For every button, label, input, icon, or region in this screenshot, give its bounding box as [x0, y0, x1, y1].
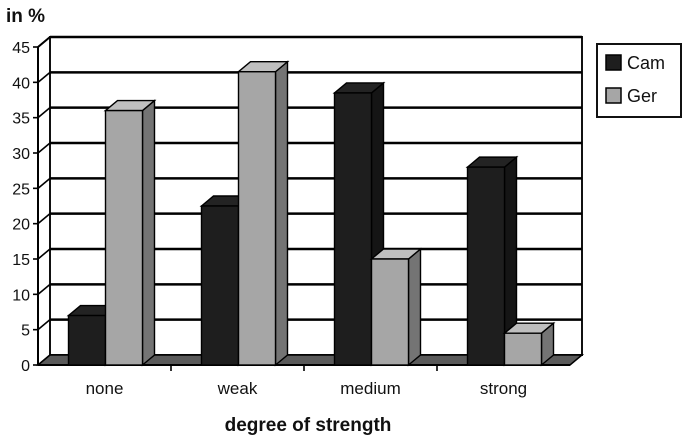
bar-front	[67, 314, 107, 366]
bar-front	[370, 258, 410, 366]
y-tick-label: 20	[12, 217, 30, 234]
bar-cam-strong	[465, 155, 519, 367]
bar-front	[237, 71, 277, 366]
y-tick-labels: 0 5 10 15 20 25 30 35 40 45	[12, 40, 30, 375]
x-category-label: strong	[480, 379, 527, 398]
bar-ger-medium	[369, 247, 423, 367]
x-axis-title: degree of strength	[225, 415, 392, 436]
y-tick-label: 5	[21, 323, 30, 340]
bar-front	[503, 332, 543, 366]
wall-gridline	[37, 283, 51, 295]
legend-label-ger: Ger	[627, 86, 657, 106]
legend-label-cam: Cam	[627, 53, 665, 73]
wall-gridline	[37, 248, 51, 260]
wall-gridline	[37, 71, 51, 83]
wall-top-edge	[37, 36, 51, 48]
y-tick-label: 35	[12, 111, 30, 128]
y-unit-label: in %	[6, 6, 45, 27]
wall-gridline	[37, 142, 51, 154]
y-tick-label: 10	[12, 287, 30, 304]
y-tick-label: 15	[12, 252, 30, 269]
bar-side	[274, 60, 289, 367]
y-tick-label: 45	[12, 40, 30, 57]
y-tick-label: 30	[12, 146, 30, 163]
bar-front	[200, 205, 240, 366]
wall-gridline	[37, 213, 51, 225]
y-tick-label: 25	[12, 181, 30, 198]
wall-gridline	[37, 177, 51, 189]
x-category-labels: none weak medium strong	[86, 379, 528, 398]
bar-ger-weak	[236, 60, 290, 367]
bar-front	[466, 166, 506, 366]
x-category-label: weak	[217, 379, 258, 398]
bars	[66, 60, 556, 367]
bar-front	[333, 92, 373, 366]
bar-ger-strong	[502, 321, 556, 367]
bar-ger-none	[103, 99, 157, 367]
bar-side	[141, 99, 156, 367]
legend-swatch-cam	[605, 54, 622, 71]
x-category-label: medium	[340, 379, 400, 398]
wall-gridline	[37, 107, 51, 119]
legend-swatch-ger	[605, 87, 622, 104]
x-category-label: none	[86, 379, 124, 398]
wall-gridline	[37, 319, 51, 331]
bar-front	[104, 109, 144, 366]
legend: Cam Ger	[596, 43, 682, 118]
y-tick-label: 40	[12, 75, 30, 92]
y-tick-label: 0	[21, 358, 30, 375]
bar-side	[407, 247, 422, 367]
